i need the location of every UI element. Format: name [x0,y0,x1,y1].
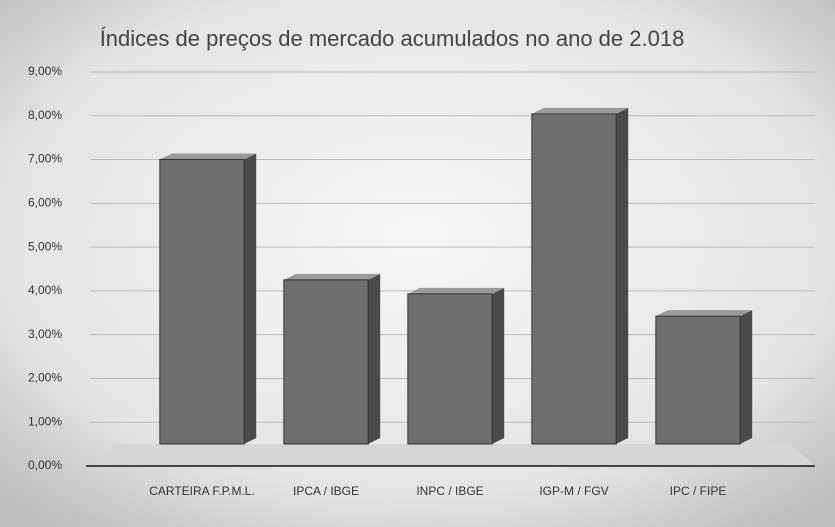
y-tick-label: 6,00% [28,196,62,210]
floor [90,444,815,466]
bar-side [616,107,629,444]
bar [655,315,741,445]
bar-top [283,273,381,280]
bar-top [159,153,257,160]
bar-side [740,310,753,444]
y-tick-label: 5,00% [28,239,62,253]
chart-title: Índices de preços de mercado acumulados … [100,26,685,51]
bar-side [244,153,257,444]
bar [283,279,369,445]
bar-top [655,310,753,317]
x-tick-label: INPC / IBGE [416,484,483,498]
x-tick-label: IPCA / IBGE [293,484,359,498]
x-tick-label: CARTEIRA F.P.M.L. [149,484,255,498]
bar-top [407,287,505,294]
y-tick-label: 1,00% [28,414,62,428]
y-tick-label: 3,00% [28,327,62,341]
bar-top [531,107,629,114]
y-tick-label: 4,00% [28,283,62,297]
x-tick-label: IPC / FIPE [670,484,727,498]
bar-side [368,273,381,444]
bar [159,158,245,445]
bar [407,293,493,445]
y-tick-label: 7,00% [28,152,62,166]
y-tick-label: 8,00% [28,108,62,122]
y-tick-label: 9,00% [28,64,62,78]
y-tick-label: 2,00% [28,371,62,385]
y-tick-label: 0,00% [28,458,62,472]
bar-side [492,287,505,444]
bar [531,113,617,445]
x-tick-label: IGP-M / FGV [539,484,608,498]
